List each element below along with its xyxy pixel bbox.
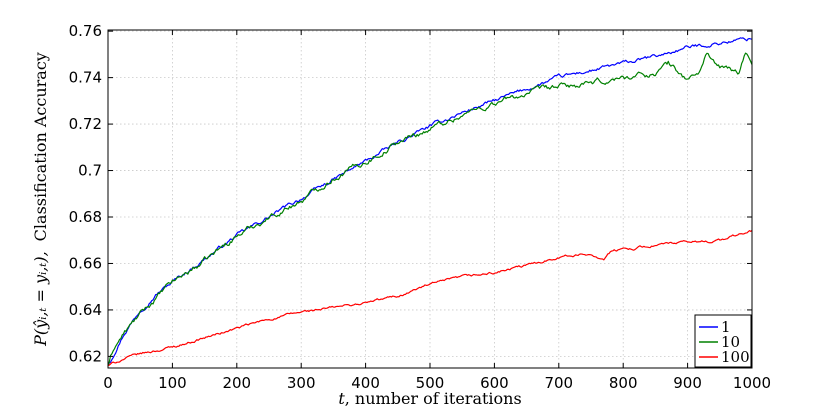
legend-label-10: 10: [721, 333, 740, 351]
y-tick-label: 0.66: [69, 254, 102, 272]
axis-ticks: 0 100 200 300 400 500 600 700 800 900 1000 0.62 0.64…: [69, 22, 772, 392]
legend-box: [694, 314, 752, 368]
x-tick-label: 400: [351, 374, 380, 392]
y-axis-label-text: Classification Accuracy: [31, 52, 50, 241]
x-tick-label: 1000: [733, 374, 771, 392]
legend-label-1: 1: [721, 318, 731, 336]
x-tick-label: 500: [416, 374, 445, 392]
y-tick-label: 0.72: [69, 115, 102, 133]
x-tick-label: 300: [287, 374, 316, 392]
x-tick-label: 800: [609, 374, 638, 392]
y-tick-label: 0.62: [69, 347, 102, 365]
y-tick-label: 0.76: [69, 22, 102, 40]
legend-label-100: 100: [721, 348, 750, 366]
x-axis-label-var: t: [338, 389, 345, 408]
x-tick-label: 900: [673, 374, 702, 392]
series-line-10: [107, 52, 753, 366]
y-tick-label: 0.74: [69, 69, 102, 87]
grid: [108, 30, 752, 368]
x-axis-label: t, number of iterations: [338, 389, 521, 408]
series-line-100: [107, 230, 753, 367]
y-axis-label: P(ŷᵢ,ₜ = yᵢ,ₜ), Classification Accuracy: [31, 52, 50, 347]
x-tick-label: 100: [158, 374, 187, 392]
x-tick-label: 600: [480, 374, 509, 392]
x-tick-label: 700: [544, 374, 573, 392]
x-tick-label: 0: [103, 374, 113, 392]
x-axis-label-text: , number of iterations: [345, 389, 522, 408]
y-tick-label: 0.64: [69, 301, 102, 319]
y-tick-label: 0.7: [78, 162, 102, 180]
y-axis-label-math: P(ŷᵢ,ₜ = yᵢ,ₜ),: [31, 251, 50, 347]
x-tick-label: 200: [222, 374, 251, 392]
series-layer: [107, 37, 753, 367]
y-tick-label: 0.68: [69, 208, 102, 226]
